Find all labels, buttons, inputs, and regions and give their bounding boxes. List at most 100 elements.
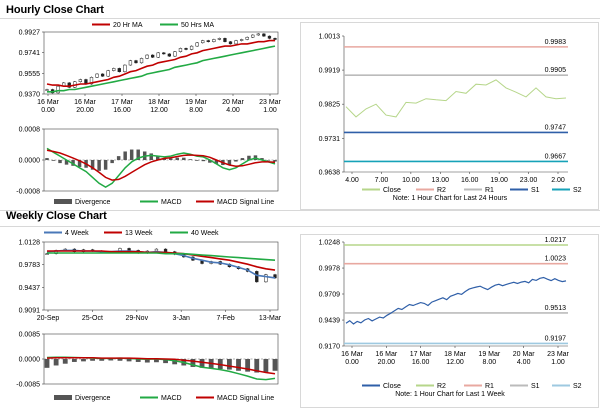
legend-macd-label: MACD: [161, 395, 182, 402]
divergence-bar: [77, 160, 82, 167]
hourly-section-title: Hourly Close Chart: [6, 4, 104, 16]
legend-50-hrs-ma-label: 50 Hrs MA: [181, 22, 214, 29]
x-tick-label: 4.00: [517, 359, 531, 366]
candle-body: [217, 38, 222, 40]
y-tick-label: 1.0128: [19, 240, 41, 247]
level-label-s1: 0.9513: [545, 305, 567, 312]
candle-body: [163, 248, 168, 252]
weekly-sr-chart-svg: 1.0248 0.9978 0.9709 0.9439 0.9170 1.0217 1.00…: [319, 237, 582, 398]
candle-body: [234, 40, 238, 45]
x-tick-label: 20 Mar: [513, 351, 535, 358]
legend-r1-label: R1: [485, 383, 494, 390]
divergence-bar: [123, 151, 127, 160]
x-tick-label: 8.00: [483, 359, 497, 366]
ma4-week-line: [46, 249, 276, 279]
x-tick-label: 16 Mar: [37, 99, 59, 106]
legend-r2-label: R2: [437, 383, 446, 390]
divergence-bar: [99, 359, 105, 361]
x-tick-label: 10.00: [402, 177, 420, 184]
y-tick-label: 0.9783: [19, 262, 41, 269]
x-tick-label: 7.00: [375, 177, 389, 184]
ma40-week-line: [47, 252, 276, 261]
legend-divergence-label: Divergence: [75, 199, 111, 206]
divergence-bar: [162, 158, 166, 160]
divergence-bar: [266, 160, 271, 161]
hourly-section-divider: [0, 18, 600, 19]
candle-body: [201, 40, 205, 44]
y-tick-label: -0.0008: [16, 189, 40, 196]
candle-body: [195, 42, 199, 47]
candle-body: [256, 33, 260, 36]
y-tick-label: 0.9555: [19, 71, 41, 78]
candle-body: [273, 274, 277, 279]
weekly-macd-chart-svg: 0.0085 0.0000 -0.0085 Divergence MACD MACD Si…: [16, 332, 279, 402]
legend-s2-label: S2: [573, 383, 582, 390]
level-label-r2: 1.0217: [545, 237, 567, 244]
divergence-bar: [263, 359, 269, 372]
candle-body: [156, 52, 160, 58]
candle-body: [264, 274, 268, 283]
x-tick-label: 23.00: [520, 177, 538, 184]
divergence-bar: [260, 158, 264, 160]
candle-body: [184, 48, 188, 50]
ma20-line: [46, 39, 275, 87]
x-tick-label: 16 Mar: [375, 351, 397, 358]
candle-body: [245, 36, 249, 40]
x-tick-label: 16 Mar: [74, 99, 96, 106]
x-tick-label: 18 Mar: [148, 99, 170, 106]
divergence-bar: [163, 359, 168, 364]
divergence-bar: [273, 160, 277, 162]
hourly-sr-chart: 1.0013 0.9919 0.9825 0.9731 0.9638 0.9983 0.99…: [300, 22, 598, 208]
y-tick-label: 0.0008: [19, 127, 41, 134]
candle-body: [228, 41, 233, 45]
divergence-bar: [226, 359, 232, 370]
candle-body: [223, 38, 227, 42]
divergence-bar: [169, 158, 173, 160]
x-tick-label: 12.00: [446, 359, 464, 366]
candle-body: [134, 60, 138, 64]
x-tick-label: 13.00: [432, 177, 450, 184]
x-tick-label: 0.00: [41, 107, 55, 114]
x-tick-label: 1.00: [551, 359, 565, 366]
divergence-bar: [208, 160, 212, 163]
y-tick-label: -0.0085: [16, 382, 40, 389]
candle-body: [267, 35, 272, 39]
signal-line: [46, 149, 276, 181]
hourly-macd-chart-svg: 0.0008 0.0000 -0.0008 Divergence MACD MACD Si…: [16, 127, 279, 206]
y-tick-label: 0.9919: [319, 68, 341, 75]
weekly-sr-chart: 1.0248 0.9978 0.9709 0.9439 0.9170 1.0217 1.00…: [300, 234, 598, 406]
x-tick-label: 2.00: [551, 177, 565, 184]
close-line: [345, 79, 567, 118]
candle-body: [273, 38, 277, 40]
x-tick-label: 20.00: [378, 359, 396, 366]
divergence-bar: [188, 159, 193, 160]
level-label-r1: 0.9905: [545, 67, 567, 74]
divergence-bar: [129, 149, 134, 160]
weekly-section-title: Weekly Close Chart: [6, 210, 107, 222]
weekly-macd-chart: 0.0085 0.0000 -0.0085 Divergence MACD MACD Si…: [0, 320, 290, 408]
candle-body: [162, 52, 166, 55]
x-tick-label: 25-Oct: [82, 315, 103, 322]
x-tick-label: 4.00: [226, 107, 240, 114]
divergence-bar: [199, 359, 205, 368]
y-tick-label: 0.9731: [319, 136, 341, 143]
y-tick-label: 0.9978: [319, 266, 341, 273]
y-tick-label: 0.9091: [19, 308, 41, 315]
y-tick-label: 0.9370: [19, 92, 41, 99]
divergence-bar: [116, 156, 121, 160]
divergence-bar: [272, 359, 278, 371]
legend-close-label: Close: [383, 187, 401, 194]
hourly-macd-chart: 0.0008 0.0000 -0.0008 Divergence MACD MACD Si…: [0, 121, 290, 209]
level-label-r1: 1.0023: [545, 256, 567, 263]
x-tick-label: 0.00: [345, 359, 359, 366]
x-tick-label: 16.00: [113, 107, 131, 114]
candle-body: [154, 248, 159, 252]
legend-s1-label: S1: [531, 187, 540, 194]
hourly-price-chart: 20 Hr MA 50 Hrs MA 0.9927 0.9741 0.9555 0.937…: [0, 20, 290, 120]
close-line: [345, 276, 567, 325]
chart-note: Note: 1 Hour Chart for Last 1 Week: [395, 391, 505, 398]
divergence-bar: [108, 359, 114, 361]
divergence-bar: [110, 160, 114, 164]
y-tick-label: 0.9437: [19, 285, 41, 292]
candle-body: [45, 89, 49, 91]
